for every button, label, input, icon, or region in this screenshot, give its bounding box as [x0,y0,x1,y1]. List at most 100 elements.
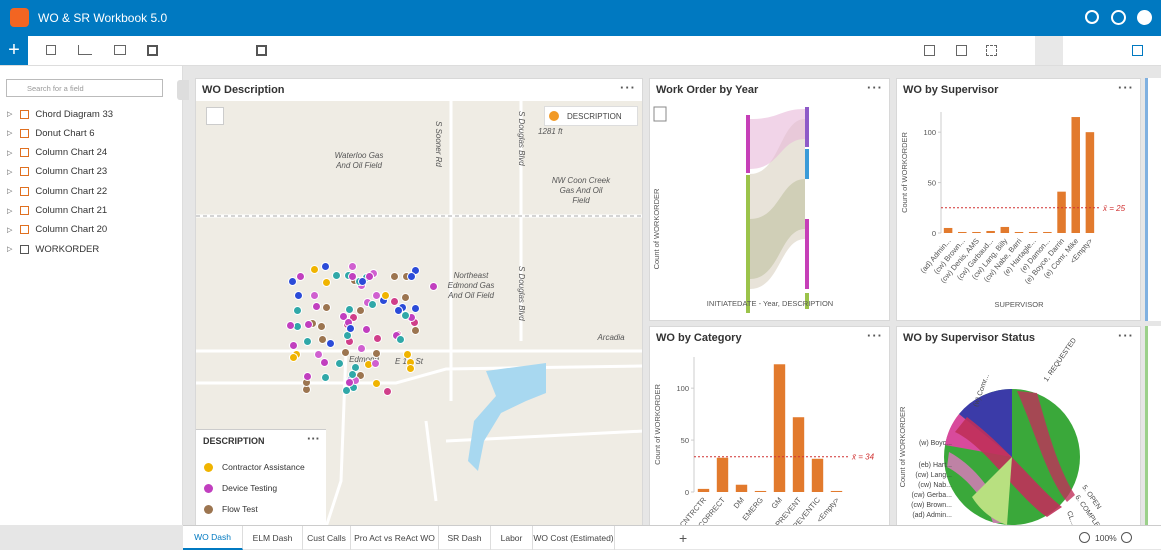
tool-icon[interactable] [46,45,56,55]
map-point [381,290,391,300]
add-button[interactable]: + [0,36,28,65]
save-icon[interactable] [256,45,267,56]
expand-arrow: ▷ [7,111,13,118]
y-axis-label: Count of WORKORDER [652,188,661,269]
bar [972,231,981,233]
sheet-tab[interactable]: Labor [491,526,533,550]
home-button[interactable] [206,107,224,125]
sankey: Count of WORKORDER INITIATEDATE - Year, … [652,106,833,313]
sheet-tab[interactable]: SR Dash [439,526,491,550]
tool-active[interactable] [1035,36,1063,65]
settings-icon[interactable] [1085,10,1099,24]
chord-label: (cw) Gerba... [912,492,953,499]
bar [1028,231,1038,233]
bar [1043,231,1052,233]
map-point [405,363,415,373]
header: WO & SR Workbook 5.0 [0,0,1161,36]
card-title: WO by Category [656,332,742,344]
map-card: WO Description ··· DESCRIPTION 1281 ft S… [195,78,643,526]
map-label: Edmond [349,355,379,364]
data-pane: Search for a field ▷ Chord Diagram 33 ▷ Don… [0,66,183,525]
zoom-in[interactable] [1121,532,1132,543]
field-item[interactable]: ▷ Column Chart 20 [0,221,107,239]
menu[interactable]: ··· [867,328,883,343]
bar [792,417,805,492]
bar [811,458,824,492]
sheet-tab[interactable]: WO Dash [183,526,243,550]
map-label: Northeast Edmond Gas And Oil Field [447,271,495,300]
map-point [365,272,375,282]
field-item[interactable]: ▷ Chord Diagram 33 [0,105,113,123]
chord-label: (cw) Brown... [911,502,952,509]
bar [716,457,729,492]
y-axis-label: Count of WORKORDER [898,406,907,487]
tool-icon[interactable] [1132,45,1143,56]
field-item[interactable]: ▷ Column Chart 23 [0,163,107,181]
tool-icon[interactable] [147,45,158,56]
tool-icon[interactable] [956,45,967,56]
legend: DESCRIPTION ··· Contractor Assistance Dev… [196,429,326,525]
tool-icon[interactable] [986,45,997,56]
sheet-tab[interactable]: ELM Dash [243,526,303,550]
legend-item: Flow Test [204,504,258,514]
map-point [371,348,381,358]
field-item[interactable]: ▷ Donut Chart 6 [0,124,95,142]
sheet-tab[interactable]: WO Cost (Estimated) [533,526,615,550]
chord-label: (cw) Lang... [915,472,952,479]
sheet-tab[interactable]: Cust Calls [303,526,351,550]
search-box[interactable]: Search for a field [6,79,163,97]
help-icon[interactable] [1111,10,1126,25]
map-point [296,271,306,281]
menu[interactable]: ··· [1118,80,1134,95]
map-point [411,304,421,314]
menu[interactable]: ··· [867,80,883,95]
bar [697,488,710,492]
dataset-icon [20,244,30,254]
y-tick-label: 100 [676,384,689,393]
tool-icon[interactable] [114,45,126,55]
chord-diagram: Count of WORKORDER 1. REQUESTED(w) Comr.… [898,337,1106,526]
scale-label: 1281 ft [538,127,563,136]
legend-item: Device Testing [204,483,277,493]
menu[interactable]: ··· [1118,328,1134,343]
home-button[interactable] [653,106,667,122]
map-point [320,261,330,271]
node [746,115,750,173]
node [805,149,809,179]
map-point [303,319,313,329]
field-item[interactable]: ▷ WORKORDER [0,240,99,258]
tool-icon[interactable] [924,45,935,56]
field-name: Chord Diagram 33 [35,108,114,120]
map-point [331,271,341,281]
field-item[interactable]: ▷ Column Chart 22 [0,182,107,200]
field-item[interactable]: ▷ Column Chart 24 [0,144,107,162]
mean-label: x̄ = 25 [1102,204,1126,213]
map-point [347,271,357,281]
field-name: Column Chart 20 [35,224,108,236]
map-point [317,335,327,345]
map-point [340,348,350,358]
map-point [396,335,406,345]
collapse-toggle[interactable] [177,80,189,100]
map-label: S Douglas Blvd [517,266,526,321]
sheet-tab[interactable]: Pro Act vs ReAct WO [351,526,439,550]
zoom-out[interactable] [1079,532,1090,543]
layer-icon [549,111,559,121]
tab-bar: WO Dash ELM Dash Cust Calls Pro Act vs ReAc… [183,525,1161,550]
chord-arc [972,457,1012,525]
field-name: Column Chart 22 [35,185,108,197]
layer-button[interactable]: DESCRIPTION [544,106,638,126]
menu[interactable]: ··· [620,80,636,95]
tool-icon[interactable] [78,45,92,55]
map-point [321,372,331,382]
menu[interactable]: ··· [307,431,320,446]
add-tab[interactable]: + [679,530,688,546]
chord-label: CL... [1065,510,1077,526]
user-icon[interactable] [1137,10,1152,25]
map-point [393,305,403,315]
field-item[interactable]: ▷ Column Chart 21 [0,202,107,220]
y-axis-label: Count of WORKORDER [900,131,909,212]
map-point [390,297,400,307]
